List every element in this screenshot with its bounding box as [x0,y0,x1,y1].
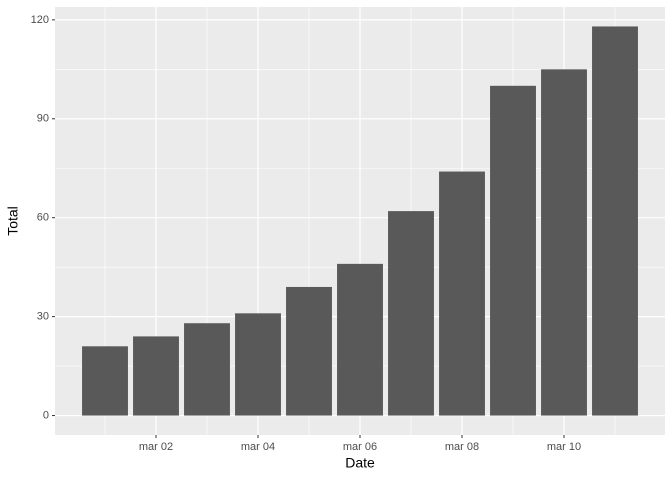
bar [337,263,383,416]
x-axis-title: Date [345,455,375,471]
bar [592,26,638,416]
y-tick-label: 30 [37,311,49,323]
y-tick-label: 0 [43,409,49,421]
x-tick-label: mar 02 [139,441,173,453]
y-tick-label: 120 [31,14,49,26]
bar [235,313,281,416]
bar [184,323,230,416]
bar [388,211,434,416]
y-tick-label: 90 [37,113,49,125]
bar [133,336,179,416]
bar [490,85,536,416]
bar [439,171,485,416]
y-tick-label: 60 [37,212,49,224]
x-tick-label: mar 04 [241,441,275,453]
bar [82,346,128,416]
x-tick-label: mar 08 [445,441,479,453]
x-tick-label: mar 10 [547,441,581,453]
bar [286,286,332,416]
y-axis-title: Total [5,206,21,236]
bar [541,69,587,416]
x-tick-label: mar 06 [343,441,377,453]
